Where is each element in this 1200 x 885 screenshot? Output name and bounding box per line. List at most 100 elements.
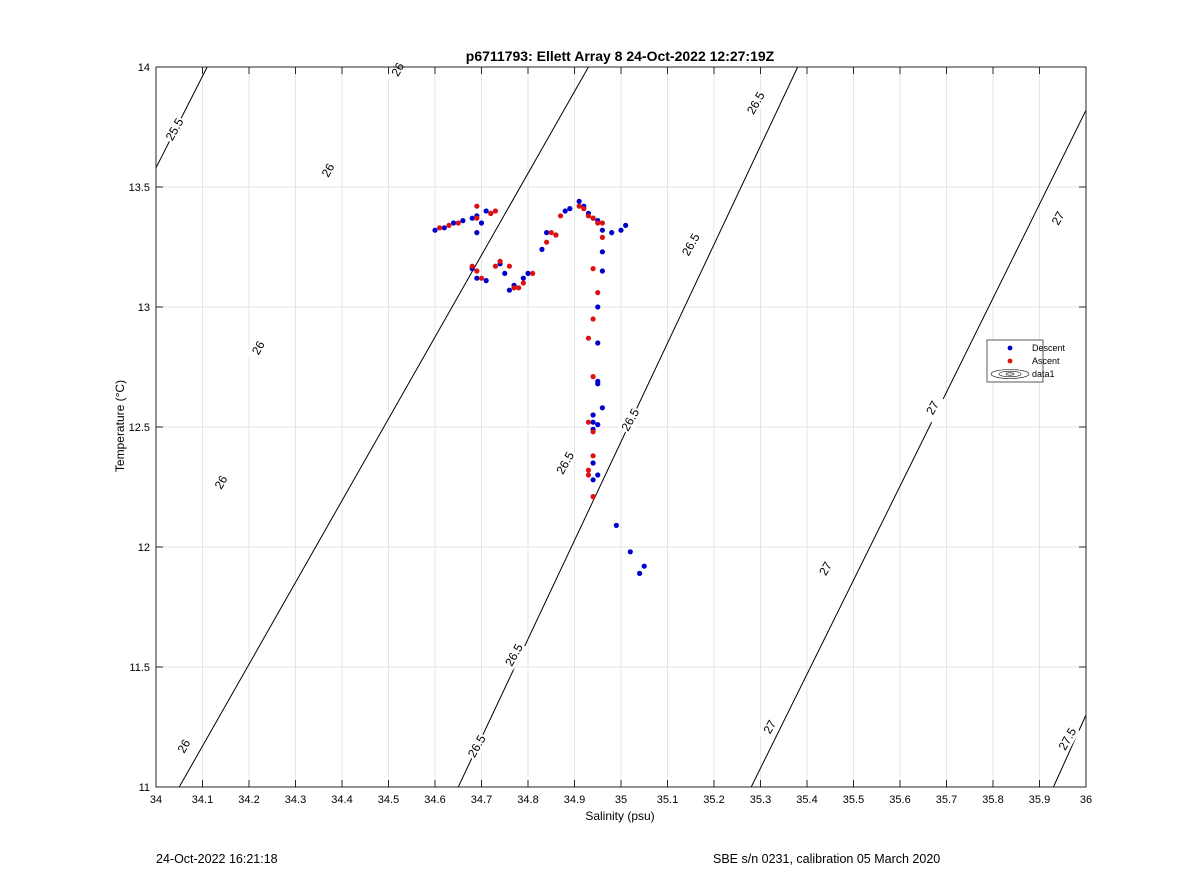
x-tick-label: 34.8 [517,794,538,806]
ascent-point [590,374,596,380]
x-tick-label: 35.3 [750,794,771,806]
ascent-point [590,215,596,221]
x-tick-label: 35.6 [889,794,910,806]
x-tick-label: 34.7 [471,794,492,806]
ascent-point [557,213,564,219]
descent-point [544,230,550,236]
legend-contour-icon [990,369,1030,379]
descent-point [595,472,601,478]
ascent-point [488,210,494,216]
ascent-point [497,258,503,264]
x-tick-label: 35.9 [1029,794,1050,806]
density-contour-label-bg [171,731,197,761]
y-tick-label: 12.5 [129,422,150,434]
x-tick-label: 35.8 [982,794,1003,806]
density-contour-label-bg [1054,724,1080,754]
density-contour-line [178,66,589,788]
density-contour-label-bg [1045,203,1071,233]
descent-point [599,227,606,233]
x-tick-label: 35.4 [796,794,817,806]
ascent-point [478,275,485,281]
x-tick-label: 35.1 [657,794,678,806]
descent-point [637,570,643,577]
ascent-point [553,232,559,238]
descent-point [599,405,606,411]
ascent-point [520,280,526,286]
descent-point [590,412,596,418]
density-contour-label-bg [245,333,271,363]
x-tick-label: 34.4 [331,794,352,806]
descent-point [539,246,545,252]
descent-point [595,422,601,428]
ascent-point [599,220,606,226]
footer-timestamp: 24-Oct-2022 16:21:18 [156,852,278,866]
descent-point [483,208,489,214]
ascent-point [590,316,596,322]
ascent-point [544,239,550,245]
descent-point [595,381,601,387]
ascent-point [474,215,480,221]
descent-point [469,215,475,221]
chart-title: p6711793: Ellett Array 8 24-Oct-2022 12:… [466,48,775,64]
descent-point [595,304,601,310]
ascent-point [492,208,499,214]
density-contour-label: 26 [249,338,268,357]
ascent-point [511,285,517,291]
density-contour-label-bg [920,393,946,423]
legend: Descent Ascent data1 [986,339,1066,383]
x-tick-label: 35.7 [936,794,957,806]
density-contour-label: 27 [1049,209,1068,228]
x-tick-label: 35 [615,794,627,806]
ascent-point [590,494,596,500]
legend-data1-label: data1 [1032,369,1055,379]
ascent-point [595,290,601,296]
density-contour-label: 26 [319,161,338,180]
density-contour-label: 27 [760,717,779,736]
density-contour-label-bg [315,155,341,185]
descent-point [590,477,596,483]
descent-point [432,227,438,233]
y-tick-label: 11 [139,782,150,794]
ascent-point [492,263,499,269]
ascent-point [446,222,452,228]
legend-ascent-marker [1007,358,1013,364]
ascent-point [595,220,601,226]
y-tick-label: 14 [138,62,150,74]
ascent-point [437,225,443,231]
descent-point [623,222,629,228]
x-axis-label: Salinity (psu) [585,809,654,823]
density-contour-label-bg [617,405,643,435]
x-tick-label: 34.6 [424,794,445,806]
legend-box [986,339,1044,383]
descent-point [599,268,606,274]
ascent-point [576,203,582,209]
descent-point [567,206,573,212]
ascent-point [599,234,606,240]
legend-descent-marker [1007,345,1013,351]
footer-calibration: SBE s/n 0231, calibration 05 March 2020 [713,852,941,866]
density-contour-label: 27 [923,398,942,417]
x-tick-label: 34 [150,794,162,806]
ascent-point [590,429,596,435]
descent-point [562,208,568,214]
ascent-point [585,419,592,425]
descent-point [609,230,615,236]
ascent-point [474,268,480,274]
descent-point [460,218,466,224]
density-contour-label-bg [208,467,234,497]
descent-point [641,563,647,569]
ascent-point [548,230,554,236]
density-contour-label: 26 [388,60,407,79]
descent-point [627,549,633,555]
x-tick-label: 35.2 [703,794,724,806]
x-tick-label: 34.3 [285,794,306,806]
y-tick-label: 13 [138,302,150,314]
x-tick-label: 34.9 [564,794,585,806]
density-contour-label: 26 [175,737,194,756]
y-tick-label: 13.5 [129,182,150,194]
ascent-point [474,203,480,209]
density-contour-label-bg [743,88,769,118]
ascent-point [516,285,522,291]
descent-point [595,340,601,346]
